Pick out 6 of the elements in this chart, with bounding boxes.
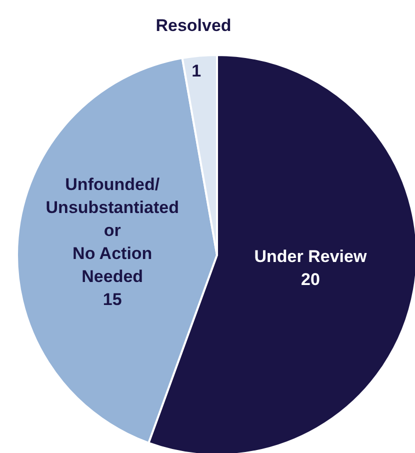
slice-label: Unfounded/ Unsubstantiated or No Action Needed: [46, 174, 179, 286]
slice-label: Resolved: [156, 16, 232, 35]
slice-label: Under Review: [254, 246, 368, 266]
data-label: 15: [102, 290, 122, 309]
data-label: 20: [301, 270, 320, 289]
data-label: 1: [192, 62, 202, 81]
